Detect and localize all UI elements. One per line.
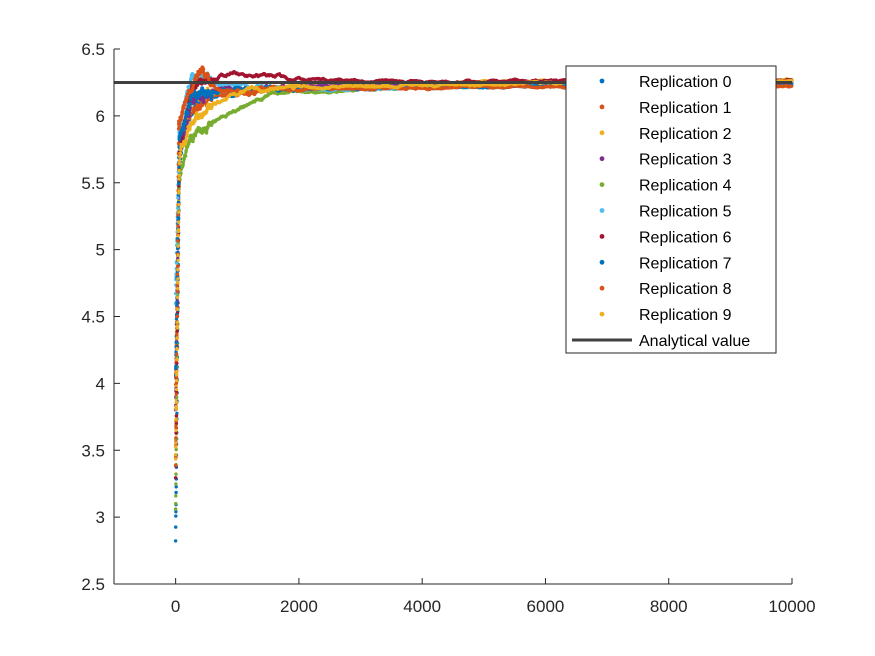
point (177, 184, 181, 188)
point (183, 154, 188, 158)
point (175, 395, 179, 400)
point (174, 472, 178, 476)
point (174, 447, 178, 452)
point (173, 507, 178, 511)
point (191, 139, 195, 144)
point (174, 494, 178, 498)
point (181, 163, 185, 167)
point (174, 490, 178, 495)
point (173, 476, 178, 480)
point (174, 514, 178, 518)
point (184, 148, 188, 152)
point (174, 482, 178, 486)
point (174, 485, 178, 489)
point (175, 361, 179, 366)
point (179, 171, 183, 175)
point (174, 431, 178, 435)
point (201, 100, 206, 105)
point (202, 98, 206, 102)
point (173, 539, 178, 543)
point (174, 509, 178, 514)
point (176, 206, 180, 210)
point (174, 525, 178, 529)
point (174, 414, 179, 418)
point (175, 329, 179, 333)
point (176, 196, 180, 200)
point (192, 100, 196, 105)
point (204, 131, 209, 135)
point (174, 501, 178, 506)
point (181, 160, 186, 164)
